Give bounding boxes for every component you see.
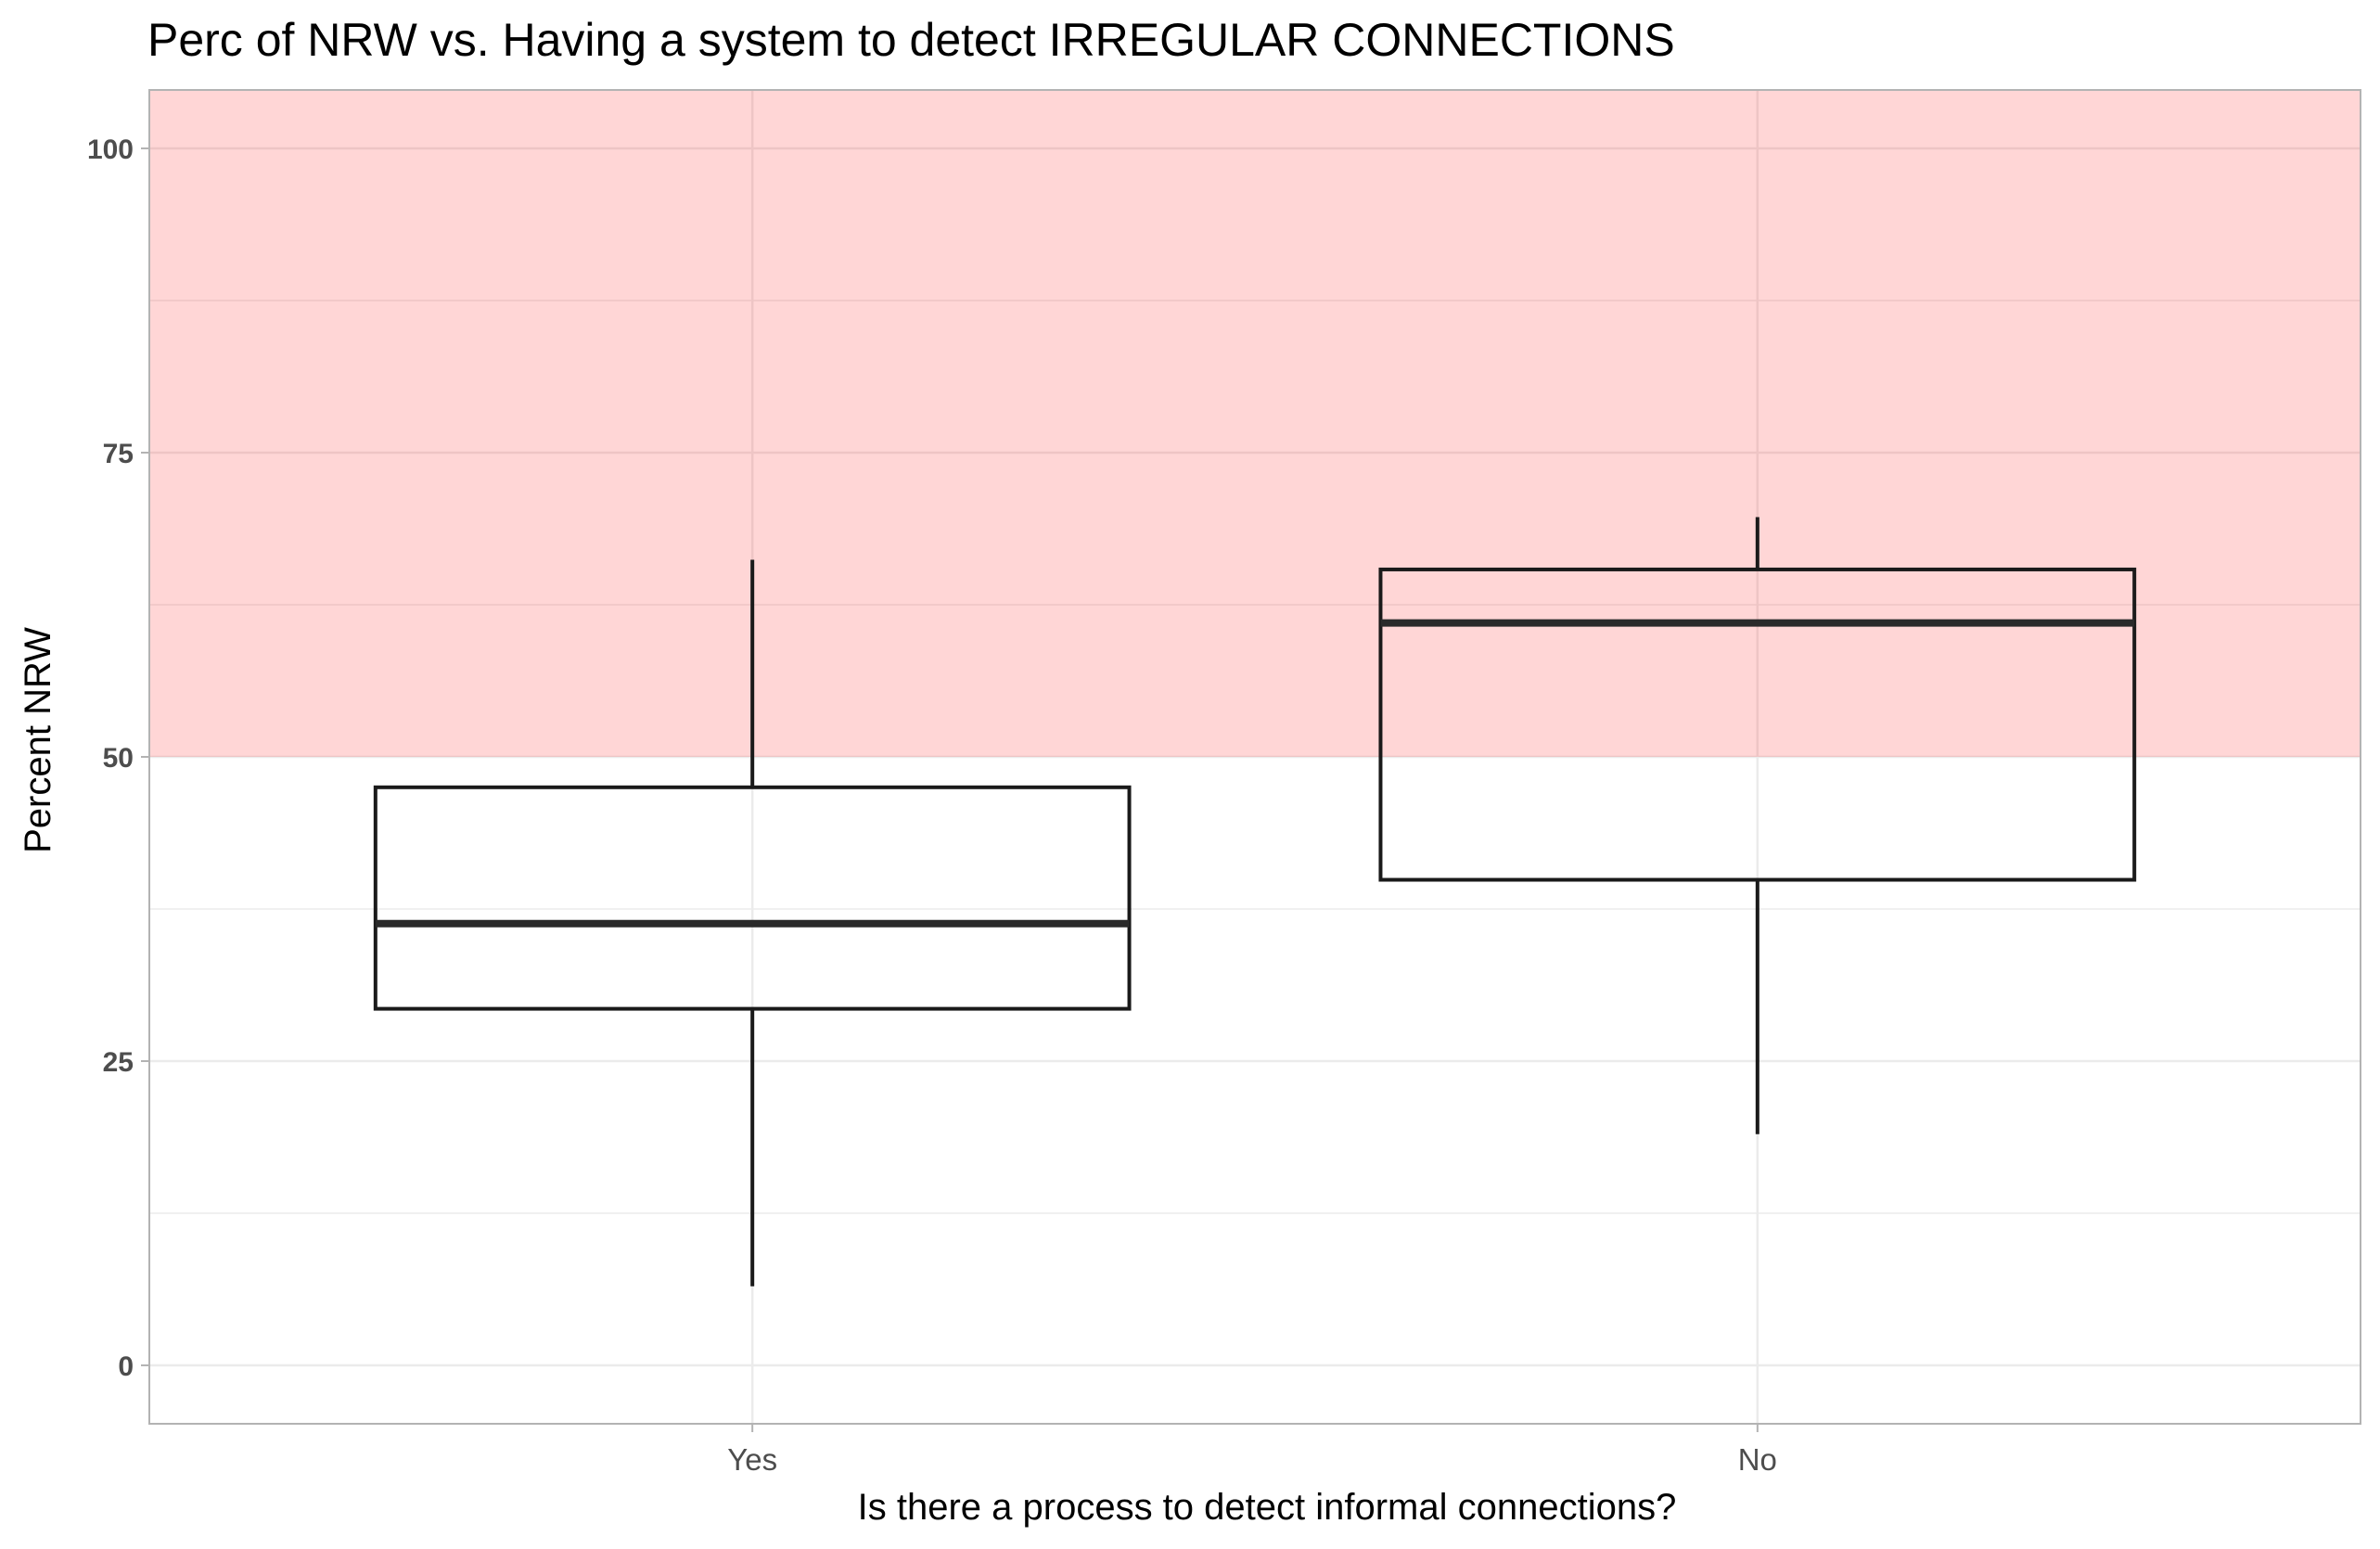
box-no bbox=[1378, 517, 2137, 1134]
highlight-band bbox=[149, 90, 2361, 757]
y-tick-label: 75 bbox=[103, 439, 134, 469]
chart-title: Perc of NRW vs. Having a system to detec… bbox=[147, 14, 1675, 66]
x-tick-label: Yes bbox=[727, 1442, 777, 1477]
y-tick-label: 50 bbox=[103, 743, 134, 774]
x-axis-title: Is there a process to detect informal co… bbox=[858, 1487, 1677, 1528]
y-tick-label: 25 bbox=[103, 1047, 134, 1078]
iqr-box bbox=[373, 785, 1132, 1011]
y-tick-label: 0 bbox=[118, 1351, 134, 1382]
plot-panel bbox=[148, 89, 2361, 1425]
x-tick-label: No bbox=[1738, 1442, 1777, 1477]
y-axis-title: Percent NRW bbox=[18, 627, 58, 853]
y-tick-label: 100 bbox=[87, 134, 134, 165]
iqr-box bbox=[1378, 567, 2137, 882]
box-yes bbox=[373, 559, 1132, 1287]
